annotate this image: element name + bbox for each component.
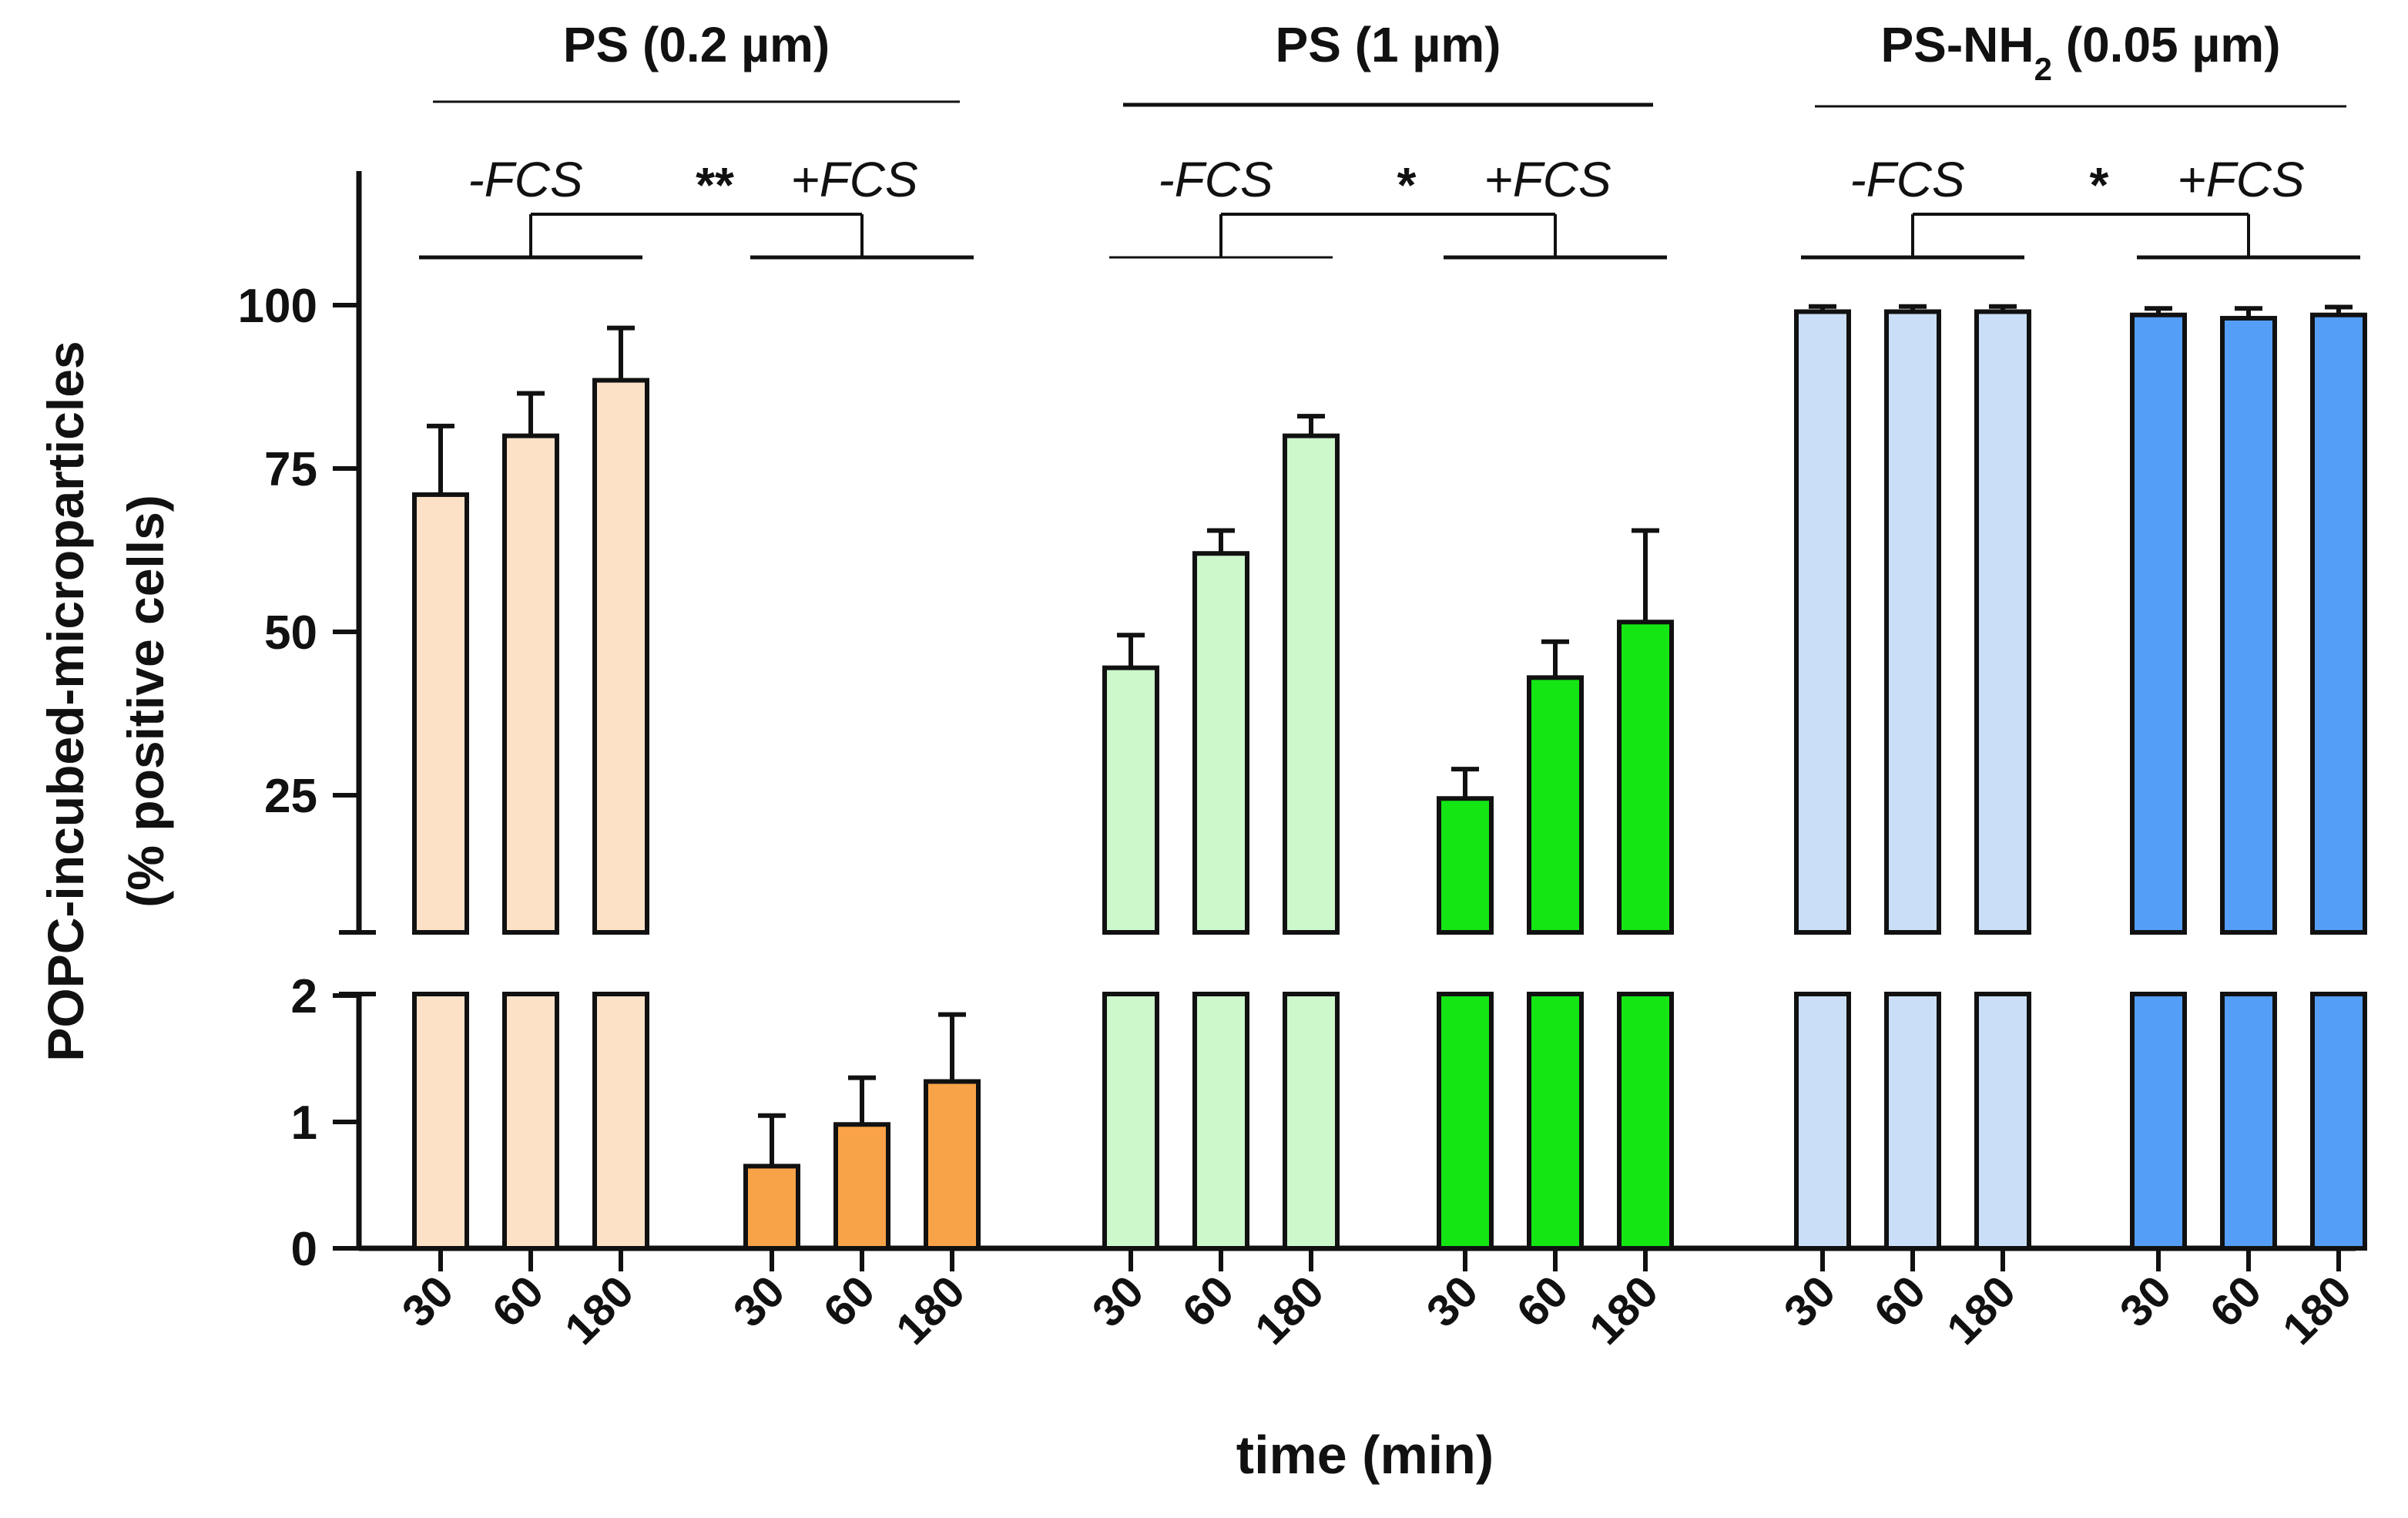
y-tick-label-100: 100 [238, 280, 317, 333]
bar-lower-g2-c0-180 [1974, 992, 2031, 1251]
x-tick-label-g2-c0-60: 60 [1865, 1266, 1936, 1337]
bar-upper-g1-c1-60 [1527, 675, 1584, 935]
bar-lower-g2-c1-30 [2130, 992, 2187, 1251]
bar-upper-g2-c0-30 [1794, 309, 1851, 935]
x-tick-label-g1-c0-180: 180 [1246, 1266, 1333, 1354]
bar-upper-g2-c0-60 [1884, 309, 1941, 935]
bar-lower-g1-c0-30 [1102, 992, 1159, 1251]
x-tick-label-g0-c0-180: 180 [555, 1266, 643, 1354]
bar-g0-c1-180 [924, 1079, 981, 1251]
group-title-g2: PS-NH2 (0.05 µm) [1880, 17, 2280, 87]
bar-upper-g2-c1-180 [2310, 312, 2367, 935]
bar-lower-g2-c0-60 [1884, 992, 1941, 1251]
condition-label-g0-c0: -FCS [468, 152, 582, 207]
y-tick-label-0: 0 [291, 1223, 317, 1276]
bar-upper-g1-c1-30 [1437, 796, 1494, 935]
x-tick-label-g0-c1-60: 60 [814, 1266, 885, 1337]
bar-g0-c1-60 [833, 1122, 890, 1251]
x-tick-label-g0-c0-30: 30 [393, 1266, 464, 1337]
bar-lower-g1-c1-30 [1437, 992, 1494, 1251]
x-tick-label-g2-c1-60: 60 [2201, 1266, 2272, 1337]
condition-label-g1-c0: -FCS [1158, 152, 1273, 207]
significance-g1: * [1397, 157, 1417, 213]
x-tick-label-g2-c0-30: 30 [1775, 1266, 1846, 1337]
bar-upper-g1-c1-180 [1617, 620, 1674, 935]
x-tick-label-g1-c1-180: 180 [1580, 1266, 1668, 1354]
x-tick-label-g1-c0-30: 30 [1083, 1266, 1154, 1337]
bars [412, 304, 2367, 1251]
x-tick-label-g0-c1-180: 180 [887, 1266, 974, 1354]
significance-g2: * [2090, 157, 2109, 213]
bar-lower-g0-c0-30 [412, 992, 469, 1251]
annotations: -FCS +FCS ** PS (0.2 µm) -FCS +FCS * PS (1 µm) -… [419, 17, 2360, 260]
bar-g0-c1-30 [743, 1164, 800, 1251]
y-tick-label-75: 75 [264, 443, 317, 496]
bar-upper-g2-c1-60 [2220, 315, 2277, 935]
significance-g0: ** [696, 157, 734, 213]
bar-upper-g0-c0-60 [502, 433, 559, 935]
bar-lower-g1-c1-180 [1617, 992, 1674, 1251]
x-tick-label-g2-c1-30: 30 [2111, 1266, 2182, 1337]
group-title-g0: PS (0.2 µm) [563, 17, 830, 72]
x-tick-label-g0-c1-30: 30 [724, 1266, 795, 1337]
x-tick-label-g0-c0-60: 60 [483, 1266, 554, 1337]
bar-upper-g2-c1-30 [2130, 312, 2187, 935]
bar-lower-g1-c1-60 [1527, 992, 1584, 1251]
bar-upper-g2-c0-180 [1974, 309, 2031, 935]
x-tick-label-g1-c1-60: 60 [1508, 1266, 1578, 1337]
condition-label-g2-c1: +FCS [2177, 152, 2304, 207]
y-tick-label-2: 2 [291, 970, 317, 1023]
condition-label-g0-c1: +FCS [790, 152, 917, 207]
y-axis-label-line1: POPC-incubed-microparticles [37, 341, 94, 1061]
x-tick-label-g2-c1-180: 180 [2273, 1266, 2361, 1354]
bar-upper-g1-c0-30 [1102, 665, 1159, 935]
bar-upper-g1-c0-60 [1192, 551, 1249, 935]
bar-lower-g0-c0-60 [502, 992, 559, 1251]
y-axis-label-line2: (% positive cells) [117, 495, 174, 908]
x-axis-label: time (min) [1236, 1425, 1494, 1485]
bar-lower-g1-c0-60 [1192, 992, 1249, 1251]
y-tick-label-1: 1 [291, 1097, 317, 1150]
condition-label-g1-c1: +FCS [1484, 152, 1611, 207]
bar-lower-g2-c1-60 [2220, 992, 2277, 1251]
bar-lower-g1-c0-180 [1283, 992, 1340, 1251]
y-tick-label-25: 25 [264, 770, 317, 823]
x-tick-label-g1-c1-30: 30 [1417, 1266, 1488, 1337]
bar-lower-g0-c0-180 [592, 992, 649, 1251]
bar-lower-g2-c0-30 [1794, 992, 1851, 1251]
x-tick-label-g2-c0-180: 180 [1937, 1266, 2025, 1354]
bar-upper-g0-c0-30 [412, 492, 469, 935]
group-title-g1: PS (1 µm) [1276, 17, 1501, 72]
y-tick-label-50: 50 [264, 606, 317, 660]
condition-label-g2-c0: -FCS [1850, 152, 1964, 207]
x-tick-label-g1-c0-60: 60 [1173, 1266, 1244, 1337]
bar-lower-g2-c1-180 [2310, 992, 2367, 1251]
bar-upper-g1-c0-180 [1283, 433, 1340, 935]
bar-upper-g0-c0-180 [592, 378, 649, 935]
